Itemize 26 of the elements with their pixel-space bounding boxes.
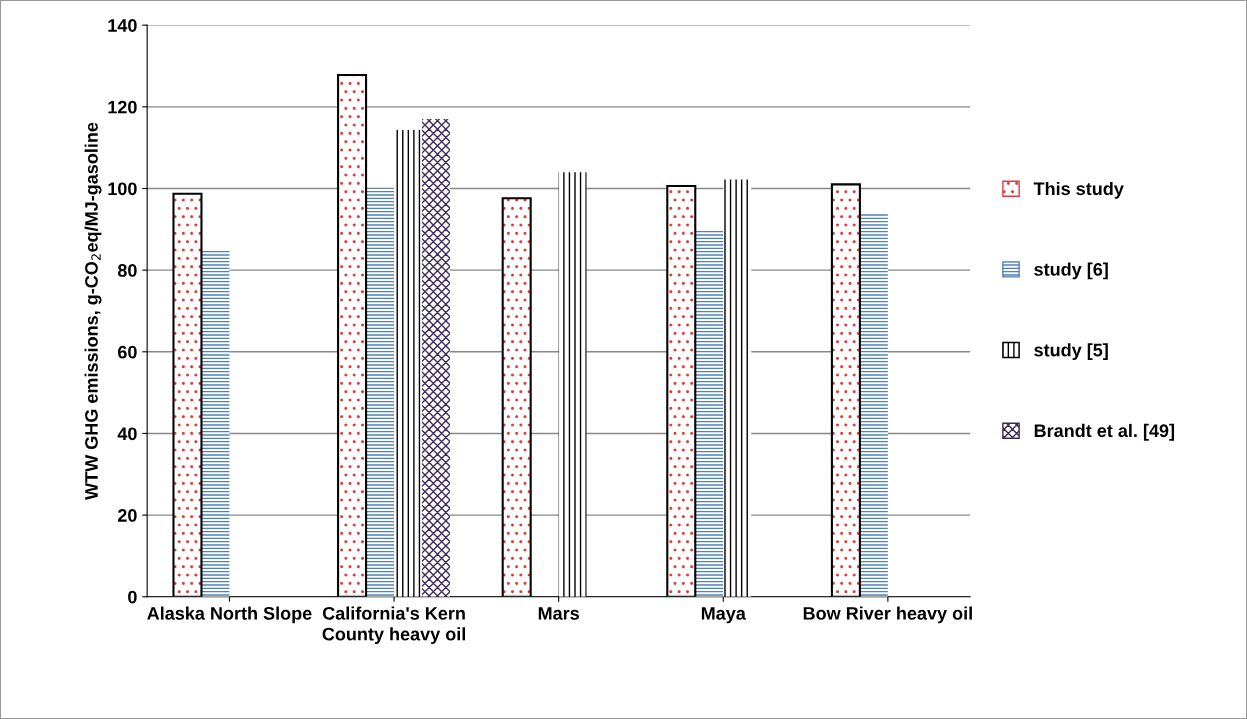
bar (201, 249, 230, 597)
legend-label: This study (1033, 181, 1124, 199)
bar (394, 130, 423, 597)
bar (695, 229, 724, 597)
x-tick-label: Mars (538, 607, 579, 620)
legend-label: study [5] (1034, 343, 1108, 361)
legend-label: Brandt et al. [49] (1034, 423, 1175, 441)
x-tick-label: California's Kern County heavy oil (322, 606, 466, 645)
x-tick-label: Alaska North Slope (147, 606, 312, 624)
x-tick-label: Maya (701, 607, 746, 624)
y-tick-label: 80 (117, 264, 137, 277)
bar (723, 179, 752, 597)
y-tick-label: 60 (118, 345, 137, 359)
y-tick-label: 40 (117, 427, 137, 441)
y-tick-label: 120 (108, 100, 137, 114)
y-tick-label: 100 (108, 182, 137, 196)
bar (859, 212, 888, 597)
y-tick-label: 140 (108, 19, 137, 32)
bar (422, 119, 451, 597)
y-tick-label: 0 (128, 590, 137, 604)
x-tick-label: Bow River heavy oil (803, 606, 972, 624)
bar (366, 188, 395, 597)
legend-label: study [6] (1034, 262, 1108, 280)
y-axis-title: WTW GHG emissions, g-CO$_{2}$eq/MJ-gasoline (84, 122, 102, 500)
y-tick-label: 20 (117, 509, 137, 522)
bar (558, 172, 587, 597)
